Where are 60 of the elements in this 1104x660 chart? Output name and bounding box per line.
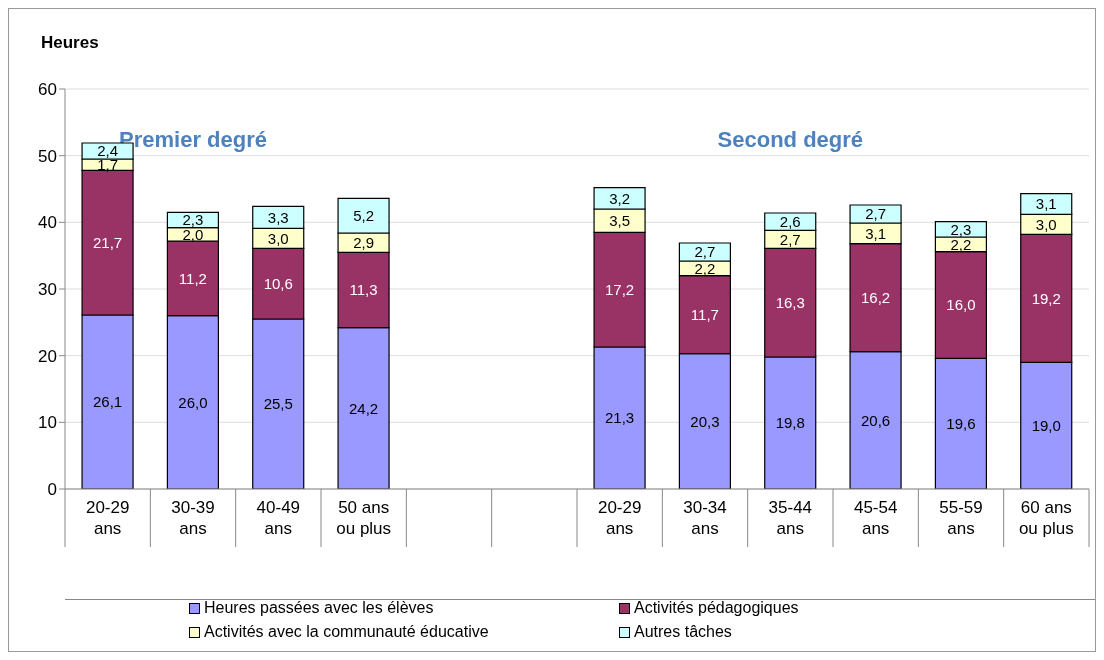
data-label: 19,0	[1031, 416, 1061, 434]
y-tick-label: 50	[38, 146, 57, 166]
data-label: 26,1	[92, 393, 123, 411]
data-label: 20,6	[860, 411, 891, 429]
data-label: 2,3	[950, 220, 972, 238]
data-label: 2,7	[694, 243, 716, 261]
data-label: 19,8	[775, 414, 805, 432]
data-label: 3,3	[267, 208, 289, 226]
data-label: 2,6	[779, 212, 801, 230]
data-label: 26,0	[178, 393, 208, 411]
data-label: 21,3	[604, 409, 635, 427]
data-label: 20,3	[690, 412, 720, 430]
annotation: Premier degré	[119, 127, 267, 152]
data-label: 16,0	[946, 296, 976, 314]
x-tick-label: 20-29 ans	[85, 498, 130, 538]
x-tick-label: 60 ans ou plus	[1018, 498, 1074, 538]
data-label: 2,7	[865, 205, 886, 223]
data-label: 2,3	[182, 211, 204, 229]
data-label: 11,2	[178, 269, 207, 287]
y-tick-label: 30	[38, 280, 57, 300]
x-tick-label: 35-44 ans	[768, 498, 813, 538]
data-label: 10,6	[263, 274, 293, 292]
data-label: 16,2	[860, 288, 891, 306]
data-label: 2,7	[779, 230, 801, 248]
y-tick-label: 0	[47, 480, 57, 500]
data-label: 3,1	[865, 224, 886, 242]
data-label: 24,2	[348, 399, 379, 417]
x-tick-label: 55-59 ans	[939, 498, 983, 538]
legend-label: Activités pédagogiques	[634, 599, 799, 617]
data-label: 3,2	[609, 189, 630, 207]
data-label: 17,2	[604, 280, 635, 298]
data-label: 3,1	[1035, 195, 1057, 213]
data-label: 19,6	[946, 414, 976, 432]
x-tick-label: 40-49 ans	[256, 498, 301, 538]
data-label: 11,7	[690, 305, 719, 323]
data-label: 5,2	[353, 206, 374, 224]
x-tick-label: 20-29 ans	[597, 498, 642, 538]
y-axis-title: Heures	[41, 33, 99, 53]
data-label: 3,5	[609, 211, 630, 229]
y-tick-label: 10	[38, 413, 57, 433]
data-label: 21,7	[92, 233, 123, 251]
data-label: 11,3	[349, 281, 378, 299]
data-label: 16,3	[775, 293, 805, 311]
data-label: 2,2	[694, 259, 716, 277]
data-label: 3,0	[267, 229, 289, 247]
x-tick-label: 30-34 ans	[683, 498, 727, 538]
data-label: 19,2	[1031, 289, 1061, 307]
x-tick-label: 45-54 ans	[853, 498, 898, 538]
annotation: Second degré	[716, 127, 865, 153]
data-label: 2,9	[353, 233, 374, 251]
legend-label: Autres tâches	[634, 623, 732, 641]
legend-label: Heures passées avec les élèves	[204, 599, 434, 617]
y-tick-label: 20	[38, 346, 57, 366]
data-label: 3,0	[1035, 215, 1057, 233]
data-label: 25,5	[263, 395, 293, 413]
y-tick-label: 60	[38, 80, 57, 100]
x-tick-label: 50 ans ou plus	[336, 498, 392, 538]
legend-label: Activités avec la communauté éducative	[204, 623, 489, 641]
x-tick-label: 30-39 ans	[171, 498, 215, 538]
y-tick-label: 40	[38, 213, 57, 233]
